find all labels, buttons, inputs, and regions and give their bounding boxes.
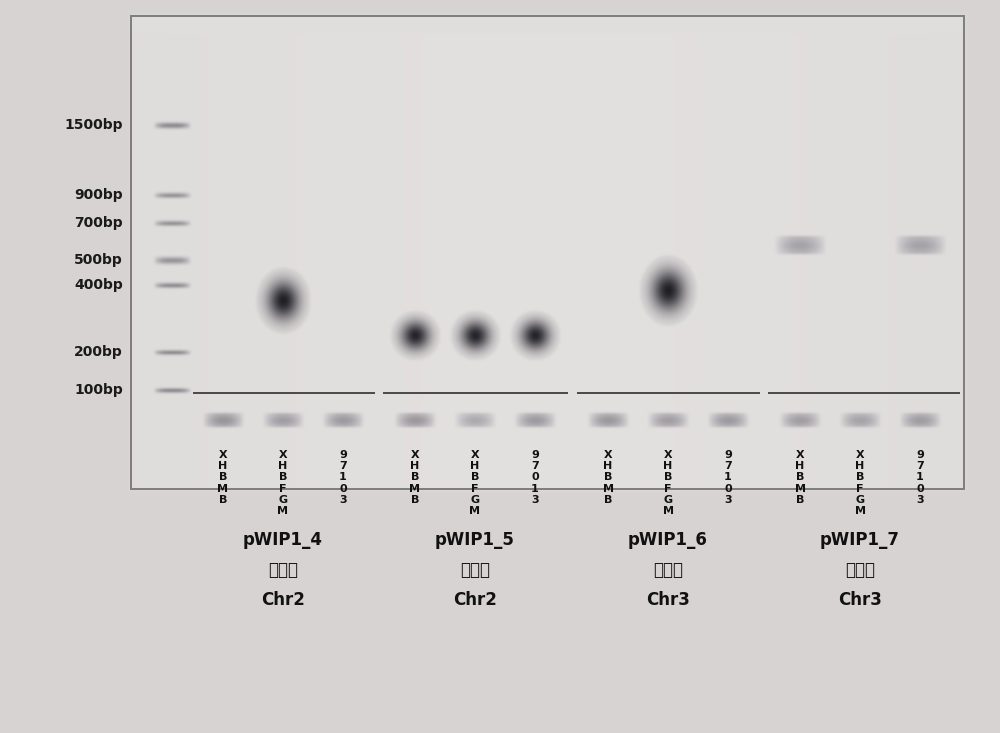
Text: 未易位: 未易位 <box>845 561 875 579</box>
Text: X
H
B
F
G
M: X H B F G M <box>470 450 480 516</box>
Text: pWIP1_4: pWIP1_4 <box>243 531 323 549</box>
Text: Chr3: Chr3 <box>646 591 690 609</box>
Text: X
H
B
F
G
M: X H B F G M <box>278 450 288 516</box>
Text: X
H
B
M
B: X H B M B <box>218 450 228 505</box>
Text: 9
7
1
0
3: 9 7 1 0 3 <box>724 450 732 505</box>
Text: X
H
B
F
G
M: X H B F G M <box>854 450 866 516</box>
Text: 400bp: 400bp <box>74 278 123 292</box>
Text: 9
7
1
0
3: 9 7 1 0 3 <box>339 450 347 505</box>
Text: 未易位: 未易位 <box>460 561 490 579</box>
Text: 900bp: 900bp <box>74 188 123 202</box>
Text: 700bp: 700bp <box>74 216 123 230</box>
Text: pWIP1_5: pWIP1_5 <box>435 531 515 549</box>
Text: Chr3: Chr3 <box>838 591 882 609</box>
Text: X
H
B
F
G
M: X H B F G M <box>662 450 674 516</box>
Text: 易位后: 易位后 <box>268 561 298 579</box>
Text: Chr2: Chr2 <box>453 591 497 609</box>
Text: 100bp: 100bp <box>74 383 123 397</box>
Text: 9
7
0
1
3: 9 7 0 1 3 <box>531 450 539 505</box>
Text: pWIP1_6: pWIP1_6 <box>628 531 708 549</box>
Text: X
H
B
M
B: X H B M B <box>602 450 614 505</box>
Text: Chr2: Chr2 <box>261 591 305 609</box>
Text: 500bp: 500bp <box>74 253 123 267</box>
Text: 易位后: 易位后 <box>653 561 683 579</box>
Text: X
H
B
M
B: X H B M B <box>410 450 420 505</box>
Text: pWIP1_7: pWIP1_7 <box>820 531 900 549</box>
Text: X
H
B
M
B: X H B M B <box>794 450 806 505</box>
Text: 200bp: 200bp <box>74 345 123 359</box>
Text: 9
7
1
0
3: 9 7 1 0 3 <box>916 450 924 505</box>
Text: 1500bp: 1500bp <box>64 118 123 132</box>
